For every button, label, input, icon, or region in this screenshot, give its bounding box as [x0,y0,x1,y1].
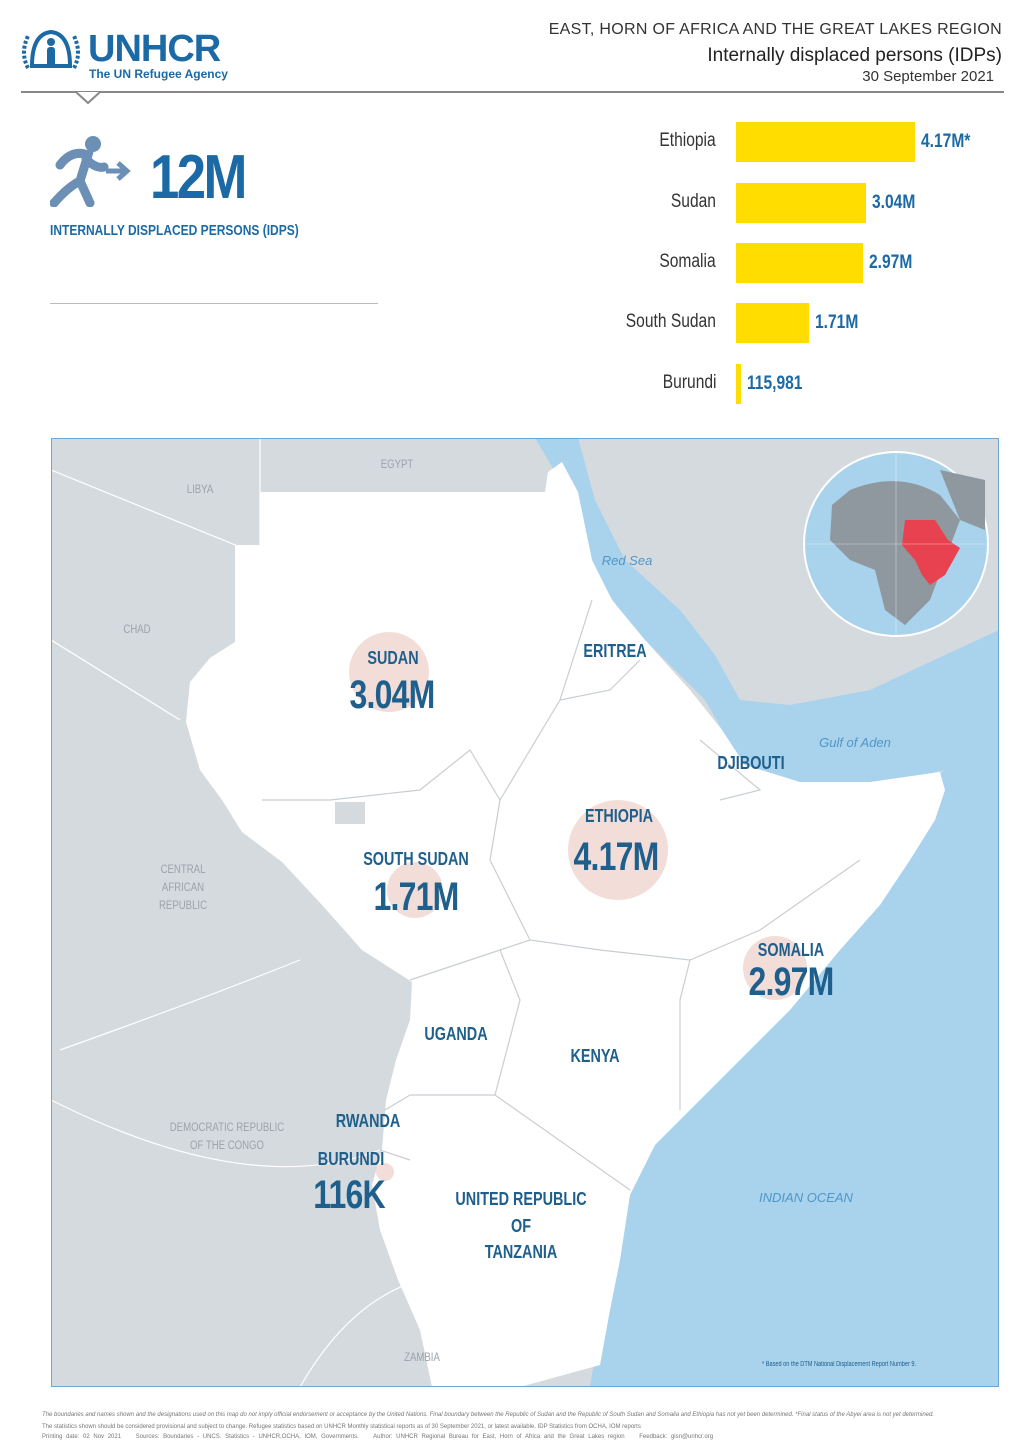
bar-row: Somalia 2.97M [560,243,1020,283]
neighbor-label: CENTRAL [160,862,206,876]
report-date: 30 September 2021 [862,68,994,85]
bar-label: Somalia [659,251,716,272]
neighbor-label: LIBYA [186,482,214,496]
country-borders [262,599,861,1191]
bar [736,364,741,404]
country-label: UNITED REPUBLIC [455,1189,587,1209]
logo-subtitle: The UN Refugee Agency [89,67,228,81]
divider-notch [76,92,100,104]
bar-row: Burundi 115,981 [560,364,1020,404]
printing-date: Printing date: 02 Nov 2021 [42,1434,122,1440]
bar-label: South Sudan [625,311,716,332]
country-label: SOMALIA [757,940,825,960]
bar-value: 1.71M [815,312,859,333]
globe-inset [803,451,989,637]
country-label: SUDAN [367,648,419,668]
region-map: SUDAN 3.04M SOUTH SUDAN 1.71M ETHIOPIA 4.17M S… [51,438,999,1387]
map-footnote: * Based on the DTM National Displacement… [762,1361,917,1368]
bar-value: 2.97M [869,252,913,273]
bar-label: Sudan [670,191,716,212]
country-label: ETHIOPIA [584,806,654,826]
neighbor-label: DEMOCRATIC REPUBLIC [169,1120,285,1134]
page-title: Internally displaced persons (IDPs) [707,45,1002,66]
country-label: TANZANIA [484,1242,558,1262]
bar-value: 3.04M [872,192,916,213]
idp-value-label: 116K [313,1173,385,1217]
country-label: KENYA [570,1046,620,1066]
header-divider [21,91,1004,93]
abyei-area [335,802,365,824]
bubble-burundi [376,1163,394,1181]
bar-row: Ethiopia 4.17M* [560,122,1020,162]
total-idps: 12M [150,143,247,212]
sea-label: Gulf of Aden [819,735,891,750]
bar [736,243,864,283]
country-label: BURUNDI [317,1149,385,1169]
bar [736,183,867,223]
logo-text: UNHCR [88,28,221,70]
country-label: DJIBOUTI [717,753,785,773]
country-label: UGANDA [424,1024,488,1044]
neighbor-label: ZAMBIA [404,1350,440,1364]
bubble-somalia [743,936,807,1000]
idp-bubbles [349,632,807,1181]
country-label: RWANDA [335,1111,401,1131]
country-label: ERITREA [583,641,647,661]
country-label: OF [511,1216,531,1236]
statistics-note: The statistics shown should be considere… [42,1424,641,1430]
disclaimer: The boundaries and names shown and the d… [42,1412,935,1418]
sources: Sources: Boundaries - UNCS. Statistics -… [135,1434,359,1440]
idp-value-label: 2.97M [748,960,835,1004]
bubble-south-sudan [387,862,443,918]
bar-label: Burundi [662,372,716,393]
summary-divider [50,303,378,304]
feedback: Feedback: gisn@unhcr.org [639,1434,714,1440]
idp-value-label: 1.71M [373,875,460,919]
bar [736,303,810,343]
displaced-person-arrow-icon [50,136,131,207]
region-title: EAST, HORN OF AFRICA AND THE GREAT LAKES… [548,21,1002,38]
neighbor-label: EGYPT [380,457,414,471]
unhcr-logo-icon [22,29,80,69]
bar [736,122,915,162]
author: Author: UNHCR Regional Bureau for East, … [373,1434,625,1440]
bar-value: 115,981 [746,373,803,394]
sea-label: INDIAN OCEAN [759,1190,853,1205]
neighbor-label: CHAD [123,622,151,636]
neighbor-label: OF THE CONGO [190,1138,264,1152]
bar-value: 4.17M* [921,131,971,152]
bubble-sudan [349,632,429,712]
country-label: SOUTH SUDAN [363,849,469,869]
bar-label: Ethiopia [659,130,716,151]
neighbor-label: REPUBLIC [158,898,208,912]
total-idps-label: INTERNALLY DISPLACED PERSONS (IDPS) [50,222,299,239]
neighbor-label: AFRICAN [161,880,205,894]
idp-value-label: 3.04M [349,673,436,717]
idp-value-label: 4.17M [573,835,660,879]
bubble-ethiopia [568,800,668,900]
bar-row: Sudan 3.04M [560,183,1020,223]
bar-row: South Sudan 1.71M [560,303,1020,343]
sea-label: Red Sea [601,553,653,568]
